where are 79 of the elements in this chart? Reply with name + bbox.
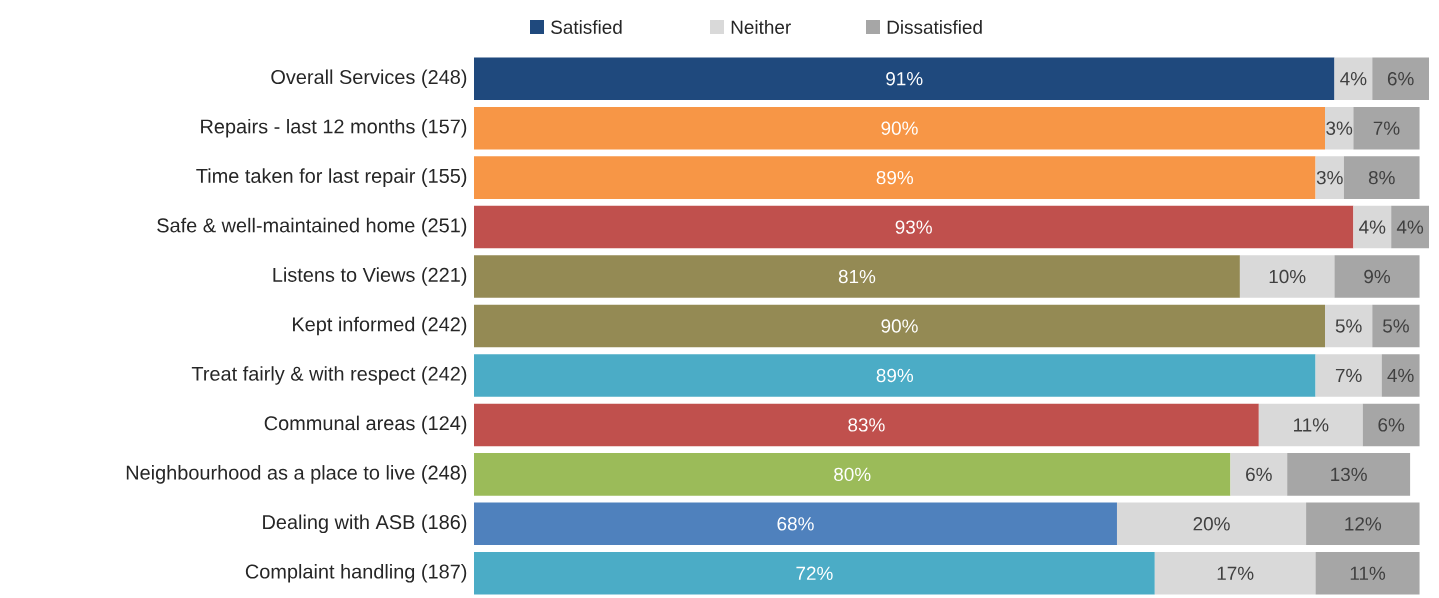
y-tick-label: Repairs - last 12 months (157) [201, 118, 467, 138]
y-tick-label: Overall Services (248) [271, 69, 467, 89]
bar [1334, 57, 1373, 100]
data-label: 90% [881, 319, 918, 333]
data-label: 9% [1364, 269, 1391, 284]
bar [1116, 502, 1307, 546]
data-label: 20% [1193, 517, 1230, 531]
bar [474, 255, 1240, 298]
bar [1315, 354, 1382, 397]
data-label: 13% [1331, 467, 1367, 482]
bar [474, 502, 1117, 546]
bar [1362, 403, 1420, 447]
y-tick-label: Safe & well-maintained home (251) [157, 217, 467, 237]
bar [1353, 205, 1392, 249]
data-label: 4% [1387, 368, 1414, 383]
data-label: 4% [1359, 220, 1386, 234]
data-label: 72% [796, 566, 833, 580]
bar [474, 552, 1155, 595]
y-tick-label: Complaint handling (187) [245, 563, 467, 583]
bar [1353, 106, 1420, 150]
data-label: 81% [838, 269, 876, 284]
data-label: 4% [1340, 72, 1367, 86]
bar [1325, 304, 1373, 348]
data-label: 11% [1294, 418, 1329, 432]
y-tick-label: Treat fairly & with respect (242) [191, 366, 467, 385]
y-tick-label: Kept informed (242) [293, 316, 467, 336]
data-label: 80% [834, 467, 871, 482]
bar [1372, 304, 1420, 348]
bar [1391, 205, 1430, 249]
data-label: 8% [1368, 170, 1395, 185]
y-tick-label: Time taken for last repair (155) [196, 168, 467, 187]
data-label: 6% [1387, 72, 1414, 86]
data-label: 10% [1269, 269, 1306, 284]
data-label: 83% [848, 418, 885, 432]
bar [474, 403, 1259, 447]
data-label: 6% [1246, 467, 1272, 482]
bar [474, 354, 1316, 397]
bar [1315, 552, 1420, 595]
data-label: 7% [1335, 368, 1362, 383]
bar [474, 106, 1325, 150]
y-tick-label: Listens to Views (221) [273, 267, 467, 286]
data-label: 11% [1350, 566, 1386, 580]
bar [1306, 502, 1420, 546]
legend-label: Satisfied [551, 20, 622, 34]
data-label: 7% [1373, 121, 1400, 135]
data-label: 6% [1378, 418, 1405, 432]
data-label: 89% [876, 170, 914, 185]
data-label: 90% [881, 121, 918, 135]
bar [1372, 57, 1430, 100]
legend-label: Dissatisfied [887, 20, 982, 34]
bar [1381, 354, 1420, 397]
data-label: 93% [895, 220, 932, 234]
data-label: 3% [1316, 170, 1343, 185]
bar [1230, 453, 1288, 496]
bar [1343, 156, 1420, 199]
data-label: 5% [1335, 319, 1362, 333]
bar [1239, 255, 1335, 298]
bar [1334, 255, 1420, 298]
data-label: 4% [1396, 220, 1424, 234]
bar [1287, 453, 1411, 496]
bar [1154, 552, 1316, 595]
bar [474, 57, 1335, 100]
data-label: 3% [1326, 121, 1353, 135]
y-tick-label: Neighbourhood as a place to live (248) [126, 465, 467, 484]
data-label: 91% [886, 72, 923, 86]
bar [474, 304, 1325, 348]
bar [474, 453, 1231, 496]
data-label: 5% [1382, 319, 1409, 333]
y-tick-label: Communal areas (124) [264, 415, 467, 435]
bar [1315, 156, 1344, 199]
bar [474, 205, 1354, 249]
bar [474, 156, 1316, 199]
data-label: 12% [1345, 517, 1382, 531]
y-tick-label: Dealing with ASB (186) [263, 514, 467, 534]
bar [1258, 403, 1363, 447]
data-label: 17% [1217, 566, 1254, 580]
data-label: 89% [876, 368, 914, 383]
legend-label: Neither [731, 20, 791, 34]
data-label: 68% [777, 517, 814, 531]
